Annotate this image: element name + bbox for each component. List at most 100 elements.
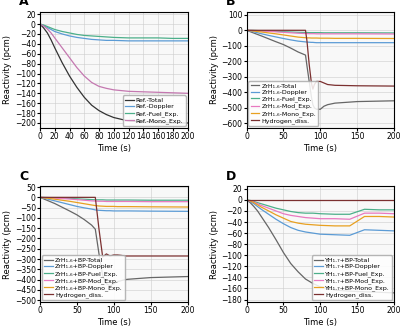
ZrH₁.₆+BP-Mod_Exp. <box>108 199 112 203</box>
ZrH₁.₆+BP-Mod_Exp. <box>111 199 116 203</box>
ZrH₁.₆+BP-Doppler <box>115 209 120 213</box>
Legend: ZrH₁.₆-Total, ZrH₁.₆-Doppler, ZrH₁.₆-Fuel_Exp., ZrH₁.₆-Mod_Exp., ZrH₁.₆-Mono_Exp: ZrH₁.₆-Total, ZrH₁.₆-Doppler, ZrH₁.₆-Fue… <box>248 81 318 126</box>
ZrH₁.₆+BP-Mono_Exp. <box>115 205 120 209</box>
YH₁.₇+BP-Fuel_Exp. <box>281 208 286 212</box>
ZrH₁.₆-Fuel_Exp. <box>281 30 286 34</box>
YH₁.₇+BP-Mod_Exp. <box>296 214 300 218</box>
ZrH₁.₆-Total <box>312 106 317 110</box>
ZrH₁.₆-Mono_Exp. <box>252 29 256 33</box>
ZrH₁.₆-Fuel_Exp. <box>303 30 308 34</box>
Hydrogen_diss. <box>185 254 190 258</box>
ZrH₁.₆-Mono_Exp. <box>318 36 323 40</box>
Hydrogen_diss. <box>318 198 323 202</box>
Ref.-Mono_Exp. <box>89 80 94 85</box>
Line: ZrH₁.₆-Total: ZrH₁.₆-Total <box>246 30 394 109</box>
Ref.-Total <box>104 113 109 117</box>
YH₁.₇+BP-Total <box>362 290 367 294</box>
YH₁.₇+BP-Total <box>377 290 382 294</box>
ZrH₁.₆-Total <box>318 107 323 111</box>
YH₁.₇+BP-Mod_Exp. <box>248 199 252 203</box>
Line: Ref.-Doppler: Ref.-Doppler <box>40 24 188 41</box>
ZrH₁.₆+BP-Doppler <box>82 206 87 210</box>
Ref.-Total <box>74 86 79 90</box>
ZrH₁.₆-Doppler <box>309 40 314 44</box>
ZrH₁.₆+BP-Total <box>100 274 105 278</box>
YH₁.₇+BP-Fuel_Exp. <box>362 207 367 211</box>
ZrH₁.₆+BP-Doppler <box>148 209 153 213</box>
Line: ZrH₁.₆+BP-Mod_Exp.: ZrH₁.₆+BP-Mod_Exp. <box>40 197 188 202</box>
Text: C: C <box>19 170 28 183</box>
ZrH₁.₆-Doppler <box>392 41 396 45</box>
Ref.-Doppler <box>156 39 160 43</box>
ZrH₁.₆-Mod_Exp. <box>259 29 264 33</box>
ZrH₁.₆+BP-Mod_Exp. <box>93 199 98 203</box>
YH₁.₇+BP-Mod_Exp. <box>255 202 260 206</box>
ZrH₁.₆-Total <box>244 28 249 32</box>
Line: Ref.-Mono_Exp.: Ref.-Mono_Exp. <box>40 24 188 93</box>
YH₁.₇+BP-Fuel_Exp. <box>296 211 300 215</box>
ZrH₁.₆+BP-Mod_Exp. <box>100 199 105 203</box>
YH₁.₇+BP-Total <box>392 291 396 295</box>
ZrH₁.₆+BP-Mod_Exp. <box>74 198 79 202</box>
Ref.-Total <box>126 119 131 123</box>
ZrH₁.₆-Mod_Exp. <box>312 32 317 36</box>
ZrH₁.₆+BP-Fuel_Exp. <box>126 198 131 202</box>
Hydrogen_diss. <box>296 198 300 202</box>
ZrH₁.₆+BP-Mono_Exp. <box>111 204 116 208</box>
YH₁.₇+BP-Doppler <box>288 225 293 229</box>
Ref.-Total <box>49 38 54 42</box>
Ref.-Mono_Exp. <box>49 31 54 35</box>
Ref.-Total <box>82 95 87 99</box>
ZrH₁.₆-Doppler <box>288 38 293 42</box>
Hydrogen_diss. <box>38 195 42 199</box>
Text: B: B <box>226 0 235 8</box>
Hydrogen_diss. <box>281 28 286 32</box>
Line: ZrH₁.₆-Doppler: ZrH₁.₆-Doppler <box>246 30 394 43</box>
ZrH₁.₆+BP-Mod_Exp. <box>148 200 153 204</box>
ZrH₁.₆-Mod_Exp. <box>244 28 249 32</box>
Hydrogen_diss. <box>322 81 326 85</box>
ZrH₁.₆-Mono_Exp. <box>274 32 278 36</box>
Hydrogen_diss. <box>281 198 286 202</box>
ZrH₁.₆+BP-Fuel_Exp. <box>119 198 124 202</box>
Y-axis label: Reactivity (pcm): Reactivity (pcm) <box>210 35 218 104</box>
Hydrogen_diss. <box>115 253 120 257</box>
Ref.-Fuel_Exp. <box>141 36 146 40</box>
Ref.-Fuel_Exp. <box>104 35 109 39</box>
ZrH₁.₆+BP-Mono_Exp. <box>100 204 105 208</box>
ZrH₁.₆-Doppler <box>266 33 271 37</box>
ZrH₁.₆-Mod_Exp. <box>266 29 271 33</box>
ZrH₁.₆-Fuel_Exp. <box>333 31 338 35</box>
ZrH₁.₆+BP-Mono_Exp. <box>89 203 94 207</box>
ZrH₁.₆+BP-Mono_Exp. <box>74 200 79 204</box>
Ref.-Fuel_Exp. <box>97 34 102 38</box>
YH₁.₇+BP-Mono_Exp. <box>266 209 271 213</box>
YH₁.₇+BP-Mod_Exp. <box>362 211 367 215</box>
Hydrogen_diss. <box>259 198 264 202</box>
Ref.-Doppler <box>52 29 57 33</box>
Ref.-Fuel_Exp. <box>49 26 54 30</box>
ZrH₁.₆-Doppler <box>333 41 338 45</box>
Hydrogen_diss. <box>148 254 153 258</box>
Hydrogen_diss. <box>307 62 312 66</box>
ZrH₁.₆-Fuel_Exp. <box>244 28 249 32</box>
X-axis label: Time (s): Time (s) <box>303 144 337 153</box>
Hydrogen_diss. <box>314 79 319 84</box>
YH₁.₇+BP-Fuel_Exp. <box>377 208 382 212</box>
ZrH₁.₆-Total <box>304 64 309 68</box>
YH₁.₇+BP-Total <box>318 285 323 289</box>
YH₁.₇+BP-Mono_Exp. <box>255 203 260 207</box>
ZrH₁.₆-Mod_Exp. <box>274 30 278 34</box>
ZrH₁.₆+BP-Fuel_Exp. <box>93 198 98 202</box>
ZrH₁.₆-Fuel_Exp. <box>355 31 360 35</box>
Hydrogen_diss. <box>122 254 127 258</box>
YH₁.₇+BP-Mono_Exp. <box>318 223 323 227</box>
Legend: Ref.-Total, Ref.-Doppler, Ref.-Fuel_Exp., Ref.-Mono_Exp.: Ref.-Total, Ref.-Doppler, Ref.-Fuel_Exp.… <box>123 96 186 126</box>
ZrH₁.₆+BP-Doppler <box>122 209 127 213</box>
YH₁.₇+BP-Mono_Exp. <box>303 222 308 226</box>
Ref.-Mono_Exp. <box>104 87 109 91</box>
ZrH₁.₆-Mod_Exp. <box>322 32 326 36</box>
Ref.-Fuel_Exp. <box>156 36 160 40</box>
Ref.-Fuel_Exp. <box>111 35 116 39</box>
ZrH₁.₆-Total <box>296 50 300 54</box>
